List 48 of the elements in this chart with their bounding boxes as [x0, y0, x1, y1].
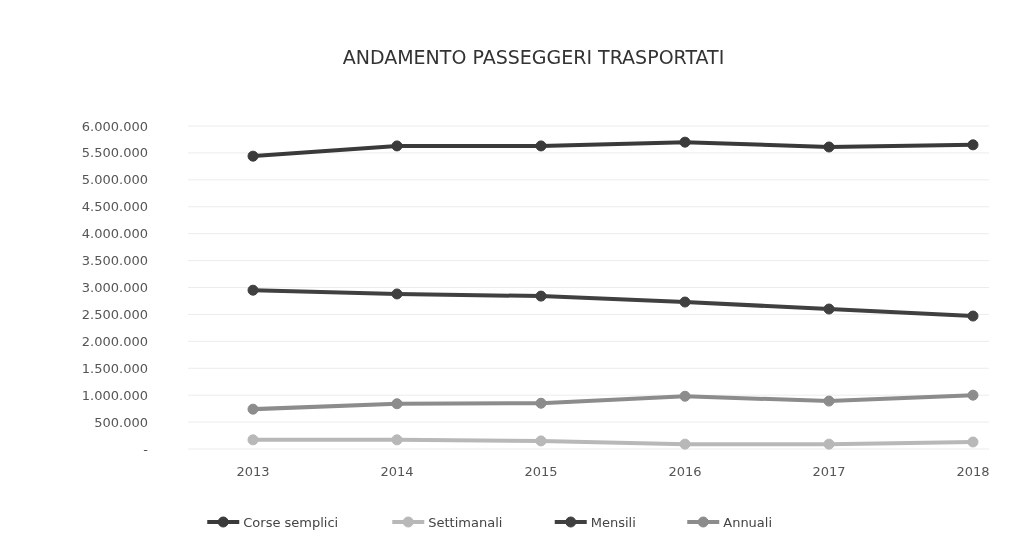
point: [679, 136, 691, 148]
y-tick-label: 1.500.000: [81, 360, 148, 376]
point: [823, 141, 835, 153]
y-tick-label: 500.000: [94, 414, 148, 430]
point: [967, 139, 979, 151]
chart-title: ANDAMENTO PASSEGGERI TRASPORTATI: [342, 46, 725, 68]
y-tick-label: 2.500.000: [81, 306, 148, 322]
x-tick-label: 2014: [380, 464, 414, 479]
y-tick-label: 5.000.000: [81, 172, 148, 188]
point: [247, 434, 259, 446]
y-tick-label: 5.500.000: [81, 145, 148, 161]
legend-label: Annuali: [723, 514, 773, 530]
point: [967, 436, 979, 448]
point: [679, 438, 691, 450]
point: [535, 290, 547, 302]
y-tick-label: 1.000.000: [81, 387, 148, 403]
point: [391, 434, 403, 446]
point: [823, 395, 835, 407]
y-tick-label: -: [143, 441, 149, 457]
point: [679, 296, 691, 308]
point: [247, 284, 259, 296]
point: [391, 398, 403, 410]
x-tick-label: 2013: [236, 464, 270, 479]
point: [391, 288, 403, 300]
point: [535, 397, 547, 409]
point: [823, 303, 835, 315]
point: [535, 140, 547, 152]
point: [535, 435, 547, 447]
legend-label: Settimanali: [428, 514, 503, 530]
legend-label: Mensili: [590, 514, 636, 530]
x-tick-label: 2018: [956, 464, 990, 479]
point: [967, 310, 979, 322]
legend-label: Corse semplici: [243, 514, 339, 530]
point: [391, 140, 403, 152]
y-tick-label: 3.000.000: [81, 280, 148, 296]
x-tick-label: 2016: [668, 464, 702, 479]
point: [247, 150, 259, 162]
point: [679, 390, 691, 402]
x-tick-label: 2017: [812, 464, 846, 479]
point: [967, 389, 979, 401]
point: [247, 403, 259, 415]
y-tick-label: 2.000.000: [81, 333, 148, 349]
y-tick-label: 3.500.000: [81, 253, 148, 269]
y-tick-label: 4.500.000: [81, 199, 148, 215]
x-tick-label: 2015: [524, 464, 558, 479]
point: [823, 438, 835, 450]
y-tick-label: 6.000.000: [81, 118, 148, 134]
y-tick-label: 4.000.000: [81, 226, 148, 242]
